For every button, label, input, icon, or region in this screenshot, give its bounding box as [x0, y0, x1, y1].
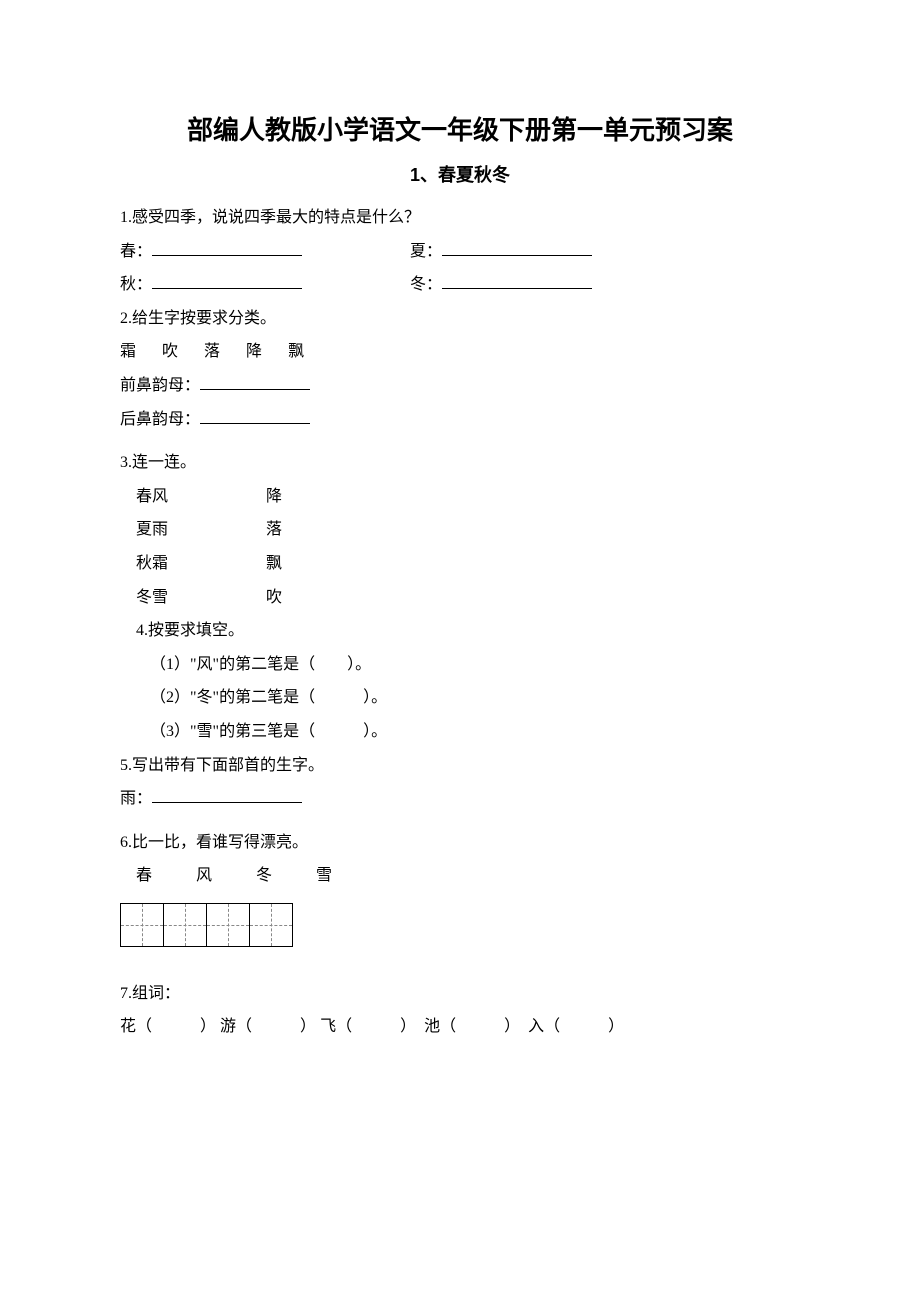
q2-char-2: 落	[204, 343, 220, 360]
q2-back-label: 后鼻韵母：	[120, 411, 200, 428]
q3-right-0: 降	[266, 480, 282, 514]
q3-left-2: 秋霜	[136, 547, 266, 581]
q7-paren[interactable]: （ ）	[544, 1018, 624, 1035]
q7-paren[interactable]: （ ）	[136, 1018, 216, 1035]
q6-char-2: 冬	[256, 867, 272, 884]
q2-char-4: 飘	[288, 343, 304, 360]
q3-row-3: 冬雪 吹	[120, 581, 800, 615]
q3-right-1: 落	[266, 513, 282, 547]
q3-right-3: 吹	[266, 581, 282, 615]
q3-left-0: 春风	[136, 480, 266, 514]
q3-row-0: 春风 降	[120, 480, 800, 514]
tian-box[interactable]	[206, 903, 250, 947]
q7-word-1: 游	[220, 1018, 236, 1035]
q7-word-3: 池	[424, 1018, 440, 1035]
page-title: 部编人教版小学语文一年级下册第一单元预习案	[120, 110, 800, 147]
q6-char-1: 风	[196, 867, 212, 884]
q3-row-2: 秋霜 飘	[120, 547, 800, 581]
q3-right-2: 飘	[266, 547, 282, 581]
q3-row-1: 夏雨 落	[120, 513, 800, 547]
q5-label: 雨：	[120, 790, 152, 807]
q7-prompt: 7.组词：	[120, 977, 800, 1011]
q1-winter-blank[interactable]	[442, 272, 592, 289]
q7-word-0: 花	[120, 1018, 136, 1035]
q3-left-3: 冬雪	[136, 581, 266, 615]
q2-prompt: 2.给生字按要求分类。	[120, 302, 800, 336]
q4-item-0: （1）"风"的第二笔是（ ）。	[120, 648, 800, 682]
q6-prompt: 6.比一比，看谁写得漂亮。	[120, 826, 800, 860]
q2-char-0: 霜	[120, 343, 136, 360]
q2-back-blank[interactable]	[200, 407, 310, 424]
q3-left-1: 夏雨	[136, 513, 266, 547]
q2-char-1: 吹	[162, 343, 178, 360]
q4-item-2: （3）"雪"的第三笔是（ ）。	[120, 715, 800, 749]
q2-front-row: 前鼻韵母：	[120, 369, 800, 403]
q2-back-row: 后鼻韵母：	[120, 403, 800, 437]
q5-row: 雨：	[120, 782, 800, 816]
q2-front-label: 前鼻韵母：	[120, 377, 200, 394]
page-subtitle: 1、春夏秋冬	[120, 161, 800, 187]
q3-prompt: 3.连一连。	[120, 446, 800, 480]
q5-prompt: 5.写出带有下面部首的生字。	[120, 749, 800, 783]
q2-char-3: 降	[246, 343, 262, 360]
q6-char-0: 春	[136, 867, 152, 884]
tian-box[interactable]	[249, 903, 293, 947]
q1-row-autumn-winter: 秋： 冬：	[120, 268, 800, 302]
q1-autumn-blank[interactable]	[152, 272, 302, 289]
q1-autumn-label: 秋：	[120, 276, 152, 293]
q1-spring-blank[interactable]	[152, 239, 302, 256]
tian-box[interactable]	[120, 903, 164, 947]
q2-chars: 霜 吹 落 降 飘	[120, 335, 800, 369]
q1-summer-label: 夏：	[410, 243, 442, 260]
q6-chars: 春 风 冬 雪	[120, 859, 800, 893]
q7-paren[interactable]: （ ）	[236, 1018, 316, 1035]
worksheet-page: 部编人教版小学语文一年级下册第一单元预习案 1、春夏秋冬 1.感受四季，说说四季…	[0, 0, 920, 1302]
q4-item-1: （2）"冬"的第二笔是（ ）。	[120, 681, 800, 715]
q1-winter-label: 冬：	[410, 276, 442, 293]
q1-summer-blank[interactable]	[442, 239, 592, 256]
q7-word-4: 入	[528, 1018, 544, 1035]
q7-paren[interactable]: （ ）	[440, 1018, 520, 1035]
q1-row-spring-summer: 春： 夏：	[120, 235, 800, 269]
q7-words: 花（ ） 游（ ） 飞（ ） 池（ ） 入（ ）	[120, 1010, 800, 1044]
q7-word-2: 飞	[320, 1018, 336, 1035]
q4-prompt: 4.按要求填空。	[120, 614, 800, 648]
q7-paren[interactable]: （ ）	[336, 1018, 416, 1035]
q1-spring-label: 春：	[120, 243, 152, 260]
q6-char-3: 雪	[316, 867, 332, 884]
tian-box[interactable]	[163, 903, 207, 947]
q2-front-blank[interactable]	[200, 373, 310, 390]
q1-prompt: 1.感受四季，说说四季最大的特点是什么？	[120, 201, 800, 235]
q5-blank[interactable]	[152, 786, 302, 803]
q6-writing-grid	[120, 903, 800, 947]
